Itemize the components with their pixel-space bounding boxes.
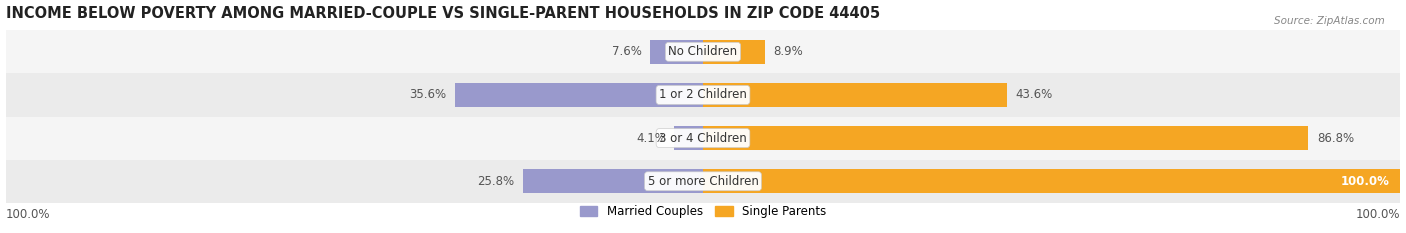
Text: 5 or more Children: 5 or more Children bbox=[648, 175, 758, 188]
Bar bbox=[703, 83, 1007, 107]
Text: 100.0%: 100.0% bbox=[1355, 208, 1400, 221]
Bar bbox=[523, 169, 703, 193]
Text: 100.0%: 100.0% bbox=[1341, 175, 1391, 188]
Bar bbox=[6, 73, 1400, 116]
Text: 100.0%: 100.0% bbox=[6, 208, 51, 221]
Text: Source: ZipAtlas.com: Source: ZipAtlas.com bbox=[1274, 16, 1385, 26]
Bar bbox=[6, 116, 1400, 160]
Bar bbox=[675, 126, 703, 150]
Text: 1 or 2 Children: 1 or 2 Children bbox=[659, 89, 747, 101]
Text: 43.6%: 43.6% bbox=[1015, 89, 1053, 101]
Bar bbox=[6, 160, 1400, 203]
Bar bbox=[454, 83, 703, 107]
Bar bbox=[703, 40, 765, 64]
Legend: Married Couples, Single Parents: Married Couples, Single Parents bbox=[575, 201, 831, 223]
Text: 35.6%: 35.6% bbox=[409, 89, 446, 101]
Text: 7.6%: 7.6% bbox=[612, 45, 641, 58]
Text: 86.8%: 86.8% bbox=[1317, 132, 1354, 145]
Bar bbox=[703, 126, 1309, 150]
Text: 3 or 4 Children: 3 or 4 Children bbox=[659, 132, 747, 145]
Bar bbox=[703, 169, 1400, 193]
Text: 25.8%: 25.8% bbox=[478, 175, 515, 188]
Text: 4.1%: 4.1% bbox=[636, 132, 666, 145]
Text: No Children: No Children bbox=[668, 45, 738, 58]
Bar bbox=[650, 40, 703, 64]
Text: INCOME BELOW POVERTY AMONG MARRIED-COUPLE VS SINGLE-PARENT HOUSEHOLDS IN ZIP COD: INCOME BELOW POVERTY AMONG MARRIED-COUPL… bbox=[6, 6, 880, 21]
Text: 8.9%: 8.9% bbox=[773, 45, 803, 58]
Bar bbox=[6, 30, 1400, 73]
